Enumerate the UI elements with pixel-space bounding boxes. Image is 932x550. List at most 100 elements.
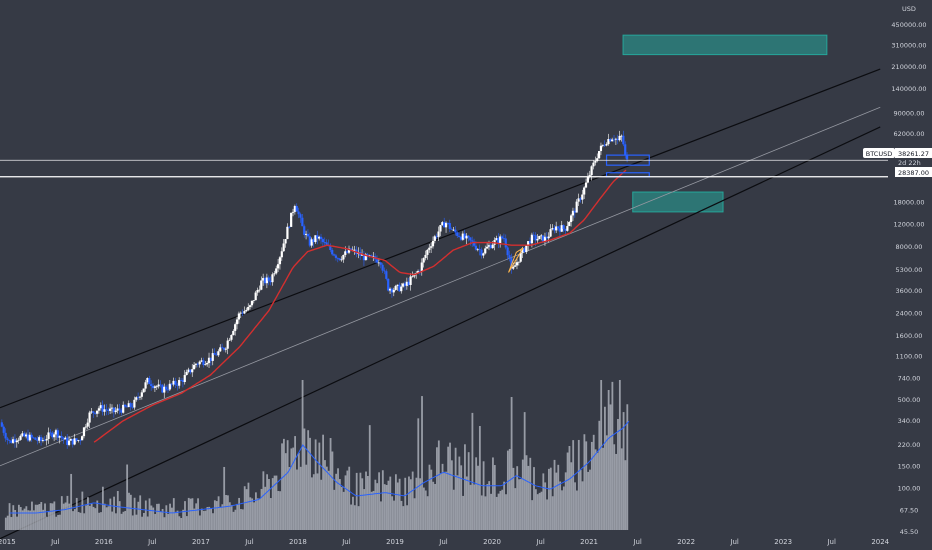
volume-bar — [387, 480, 390, 530]
candle — [426, 248, 429, 260]
candle-body — [601, 144, 604, 146]
volume-bar — [409, 479, 412, 530]
candle — [575, 199, 578, 213]
candle — [297, 207, 300, 219]
candle — [308, 232, 311, 248]
candle-body — [118, 408, 121, 411]
volume-bar — [253, 502, 255, 530]
volume-bar — [562, 486, 565, 530]
last-price-badge — [895, 148, 932, 158]
candle-body — [495, 238, 498, 241]
time-tick-label: Jul — [147, 538, 157, 546]
volume-bar — [249, 497, 252, 530]
time-tick-label: Jul — [50, 538, 60, 546]
candle-body — [441, 222, 444, 226]
candle — [15, 438, 18, 448]
candle-body — [295, 206, 298, 212]
candle — [502, 233, 506, 242]
candle-body — [191, 369, 194, 373]
candle-body — [596, 158, 599, 162]
candle — [616, 134, 619, 145]
candle-body — [564, 228, 567, 231]
volume-bar — [618, 380, 621, 530]
candle-body — [217, 351, 220, 356]
candle — [166, 384, 170, 394]
volume-bar — [85, 505, 87, 530]
candle — [465, 233, 468, 245]
volume-bar — [81, 491, 84, 530]
volume-bar — [344, 475, 347, 530]
candle — [584, 178, 588, 189]
volume-bar — [34, 504, 37, 530]
candle-body — [571, 210, 575, 216]
time-tick-label: 2017 — [192, 538, 210, 546]
volume-bar — [370, 491, 373, 530]
candle-body — [437, 231, 440, 237]
candle — [560, 220, 563, 233]
candle — [385, 269, 388, 281]
candle-body — [444, 222, 448, 228]
candle — [17, 437, 20, 444]
volume-bar — [499, 490, 502, 530]
candle — [605, 142, 608, 147]
volume-bar — [290, 448, 293, 530]
volume-bar — [441, 463, 444, 530]
volume-bar — [335, 473, 338, 530]
candle-body — [41, 440, 45, 441]
candle — [314, 235, 317, 244]
candle — [515, 257, 519, 270]
candle — [174, 377, 177, 389]
volume-bar — [411, 471, 414, 530]
candle — [213, 348, 216, 355]
volume-bar — [68, 503, 71, 530]
candle-body — [603, 144, 606, 146]
candle-body — [368, 255, 371, 257]
candle — [122, 401, 125, 414]
candle — [6, 436, 9, 445]
candle-body — [263, 278, 267, 284]
candle-body — [23, 433, 26, 437]
volume-bar — [534, 489, 537, 530]
candle-body — [30, 434, 33, 438]
candle — [0, 419, 3, 428]
volume-bar — [307, 430, 310, 530]
candle-body — [308, 236, 311, 246]
volume-bar — [59, 514, 61, 530]
candle — [471, 236, 474, 247]
symbol-price-badge[interactable]: BTCUSD 38261.27 2d 22h 28387.00 — [863, 148, 932, 177]
candle-body — [538, 235, 541, 240]
time-axis[interactable]: 2015 Jul 2016 Jul 2017 Jul 2018 Jul 2019 Jul 2020 J… — [0, 538, 890, 546]
volume-bar — [284, 453, 287, 530]
candle — [226, 337, 229, 355]
candle-body — [150, 384, 153, 386]
candle — [28, 432, 31, 442]
ma-line — [93, 169, 627, 443]
volume-bar — [368, 425, 371, 530]
candle — [581, 189, 584, 204]
candle — [146, 377, 149, 385]
volume-bar — [346, 470, 349, 530]
time-tick-label: Jul — [341, 538, 351, 546]
volume-bar — [236, 503, 239, 530]
volume-bar — [381, 470, 384, 530]
volume-bar — [70, 473, 73, 530]
volume-bar — [350, 504, 352, 530]
candle-body — [321, 239, 324, 243]
volume-bar — [191, 498, 194, 530]
candle-body — [8, 440, 11, 441]
candle — [282, 239, 285, 252]
candle — [478, 244, 481, 256]
candle — [191, 364, 194, 377]
candle-body — [614, 138, 617, 140]
candle-body — [174, 380, 177, 385]
candle — [118, 403, 121, 415]
candle — [2, 424, 5, 436]
candle-body — [235, 319, 239, 325]
volume-bar — [559, 481, 562, 530]
candle — [336, 257, 339, 263]
candle-body — [392, 289, 395, 293]
volume-bar — [596, 452, 599, 530]
volume-bar — [314, 439, 317, 530]
price-axis[interactable]: USD 450000.00 310000.00 210000.00 140000.00… — [891, 5, 926, 536]
